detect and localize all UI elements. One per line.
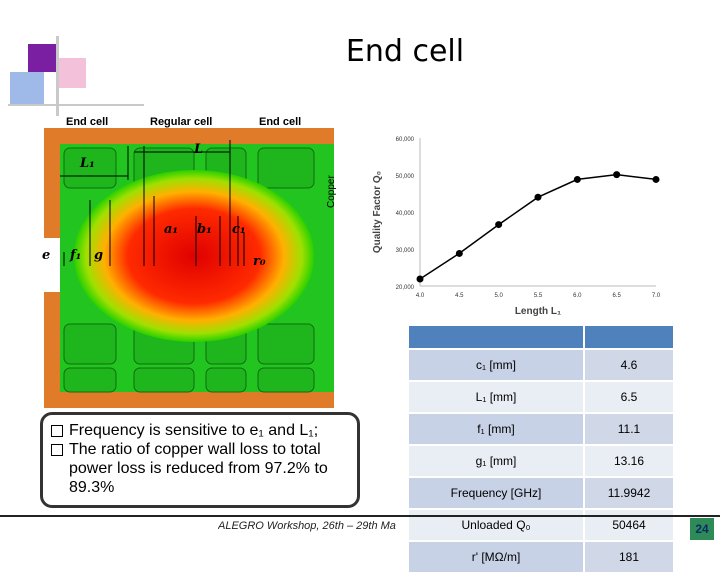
- quality-factor-chart: 20,000 30,000 40,000 50,000 60,000 4.0 4.5 5.0 5…: [368, 130, 672, 320]
- table-cell-value: 6.5: [583, 380, 675, 414]
- table-cell-value: 11.9942: [583, 476, 675, 510]
- dim-a1: a₁: [164, 222, 179, 237]
- table-cell-label: Frequency [GHz]: [407, 476, 585, 510]
- table-cell-value: 181: [583, 540, 675, 574]
- y-tick-label: 20,000: [396, 285, 415, 291]
- series-line: [419, 173, 657, 280]
- bullet-text: The ratio of copper wall loss to total p…: [69, 441, 328, 496]
- label-end-cell-left: End cell: [66, 116, 109, 128]
- x-axis-label: Length L₁: [515, 306, 561, 317]
- table-cell-value: 4.6: [583, 348, 675, 382]
- bullet-text: Frequency is sensitive to e₁ and L₁;: [69, 422, 319, 439]
- decor-line-h: [8, 104, 144, 106]
- decor-square-pink: [56, 58, 86, 88]
- x-tick-label: 4.5: [455, 293, 464, 299]
- dim-L1: L₁: [80, 156, 95, 171]
- table-cell-label: f₁ [mm]: [407, 412, 585, 446]
- data-point: [495, 221, 503, 229]
- y-axis-label: Quality Factor Q₀: [372, 171, 383, 253]
- x-tick-label: 7.0: [652, 293, 661, 299]
- copper-label: Copper: [326, 175, 337, 208]
- table-row: Frequency [GHz] 11.9942: [407, 476, 675, 510]
- table-cell-label: r' [MΩ/m]: [407, 540, 585, 574]
- table-row: Unloaded Q₀ 50464: [407, 508, 675, 542]
- table-row: L₁ [mm] 6.5: [407, 380, 675, 414]
- table-cell-value: 11.1: [583, 412, 675, 446]
- dim-c1: c₁: [232, 222, 246, 237]
- checkbox-bullet-icon: [51, 425, 63, 437]
- table-row: r' [MΩ/m] 181: [407, 540, 675, 574]
- dim-b1: b₁: [197, 222, 212, 237]
- y-tick-label: 60,000: [396, 137, 415, 143]
- checkbox-bullet-icon: [51, 444, 63, 456]
- table-cell-value: 13.16: [583, 444, 675, 478]
- y-tick-label: 40,000: [396, 211, 415, 217]
- x-tick-label: 6.0: [573, 293, 582, 299]
- table-row: f₁ [mm] 11.1: [407, 412, 675, 446]
- y-tick-label: 30,000: [396, 248, 415, 254]
- page-title: End cell: [345, 34, 465, 69]
- field-distribution-figure: [44, 116, 350, 408]
- data-point: [652, 175, 660, 183]
- dim-L: L: [194, 142, 204, 157]
- x-tick-label: 5.0: [494, 293, 503, 299]
- bullet-item: The ratio of copper wall loss to total p…: [51, 440, 351, 497]
- decor-square-blue: [10, 72, 44, 106]
- table-header-cell: [583, 324, 675, 350]
- decor-line-v: [56, 36, 59, 126]
- dim-r0: r₀: [253, 254, 266, 269]
- table-row: c₁ [mm] 4.6: [407, 348, 675, 382]
- table-cell-value: 50464: [583, 508, 675, 542]
- parameter-table: c₁ [mm] 4.6 L₁ [mm] 6.5 f₁ [mm] 11.1 g₁ [mm…: [407, 324, 675, 574]
- dim-e: e: [42, 248, 51, 263]
- label-end-cell-right: End cell: [259, 116, 302, 128]
- x-tick-label: 4.0: [416, 293, 425, 299]
- table-cell-label: L₁ [mm]: [407, 380, 585, 414]
- dim-g: g: [94, 248, 104, 263]
- table-row: g₁ [mm] 13.16: [407, 444, 675, 478]
- data-point: [573, 175, 581, 183]
- table-header-cell: [407, 324, 585, 350]
- label-regular-cell: Regular cell: [150, 116, 213, 128]
- table-header-row: [407, 324, 675, 350]
- x-tick-label: 6.5: [612, 293, 621, 299]
- footer-rule: [0, 515, 720, 517]
- footer-text: ALEGRO Workshop, 26th – 29th Ma: [218, 520, 396, 532]
- bullet-box: Frequency is sensitive to e₁ and L₁; The…: [40, 412, 360, 508]
- dim-f1: f₁: [70, 248, 82, 263]
- table-cell-label: g₁ [mm]: [407, 444, 585, 478]
- x-tick-label: 5.5: [534, 293, 543, 299]
- y-tick-label: 50,000: [396, 174, 415, 180]
- table-cell-label: c₁ [mm]: [407, 348, 585, 382]
- bullet-item: Frequency is sensitive to e₁ and L₁;: [51, 421, 351, 440]
- page-number: 24: [690, 518, 714, 540]
- table-cell-label: Unloaded Q₀: [407, 508, 585, 542]
- data-point: [416, 275, 424, 283]
- data-point: [613, 171, 621, 179]
- data-point: [534, 193, 542, 201]
- decor-square-purple: [28, 44, 56, 72]
- data-point: [455, 249, 463, 257]
